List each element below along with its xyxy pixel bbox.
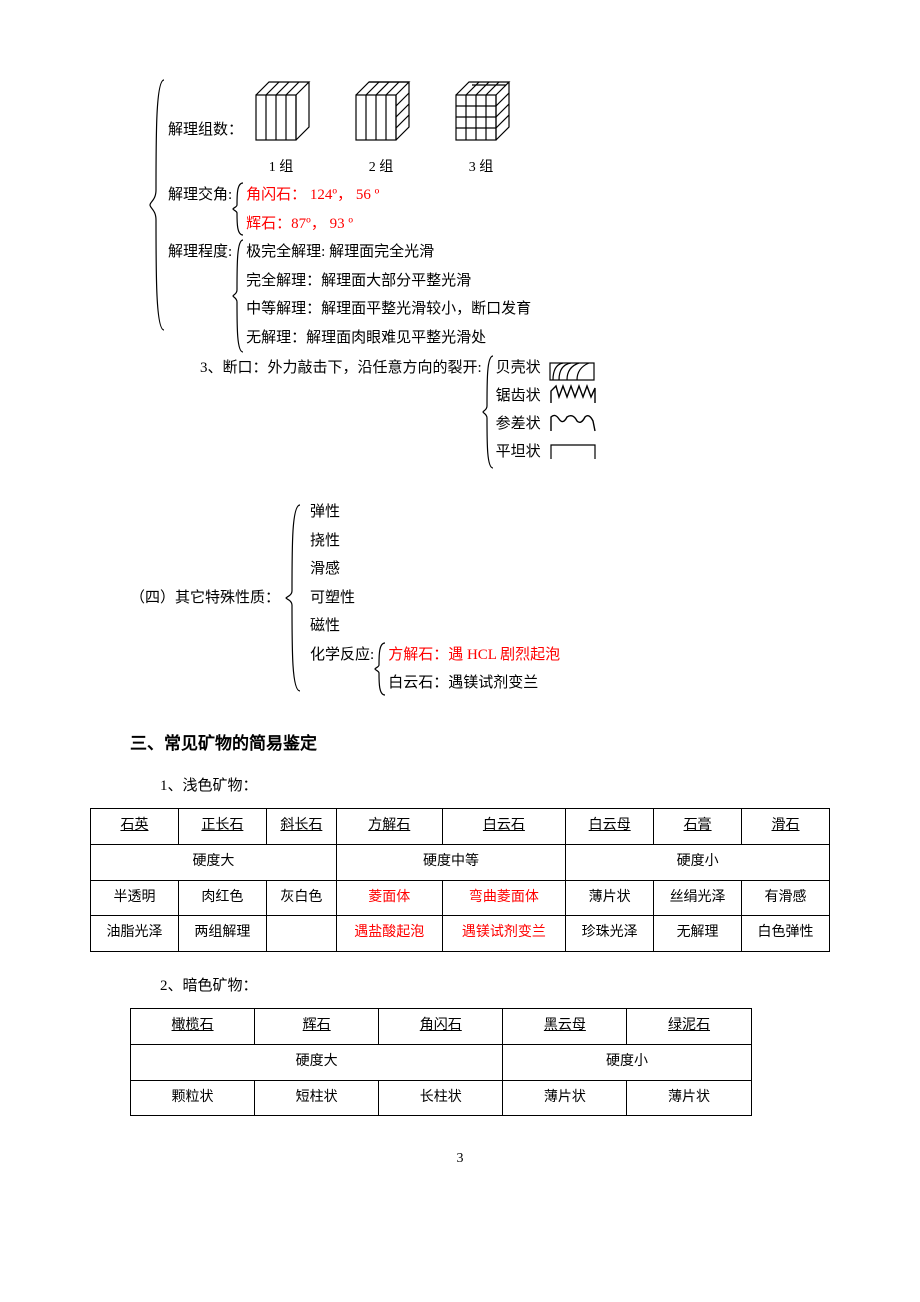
table-header: 滑石 [742, 809, 830, 845]
brace-icon [232, 238, 246, 354]
degree-complete: 完全解理：解理面大部分平整光滑 [246, 267, 531, 296]
brace-icon [232, 181, 246, 237]
section3-title: 三、常见矿物的简易鉴定 [130, 728, 830, 760]
cube-2: 2 组 [351, 80, 411, 181]
prop-slippery: 滑感 [310, 555, 560, 584]
brace-icon [286, 503, 304, 693]
degree-none: 无解理：解理面肉眼难见平整光滑处 [246, 324, 531, 353]
table-row: 油脂光泽 两组解理 遇盐酸起泡 遇镁试剂变兰 珍珠光泽 无解理 白色弹性 [91, 916, 830, 952]
light-minerals-table: 石英 正长石 斜长石 方解石 白云石 白云母 石膏 滑石 硬度大 硬度中等 硬度… [90, 808, 830, 951]
serrated-icon [549, 383, 599, 409]
cleavage-degree-label: 解理程度: [168, 238, 232, 267]
chem-label: 化学反应: [310, 641, 374, 670]
angle-hornblende: 角闪石： 124º， 56 º [246, 181, 379, 210]
light-minerals-label: 1、浅色矿物： [160, 772, 830, 801]
table-header: 黑云母 [503, 1009, 627, 1045]
cube-row: 1 组 2 组 [251, 80, 511, 181]
page-number: 3 [90, 1146, 830, 1173]
table-header: 石英 [91, 809, 179, 845]
hardness-cell: 硬度小 [566, 845, 830, 881]
table-row: 颗粒状 短柱状 长柱状 薄片状 薄片状 [131, 1080, 752, 1116]
table-header: 方解石 [336, 809, 442, 845]
fracture-uneven: 参差状 [496, 410, 541, 439]
degree-perfect: 极完全解理: 解理面完全光滑 [246, 238, 531, 267]
fracture-block: 3、断口：外力敲击下，沿任意方向的裂开: 贝壳状 锯齿状 参差状 平坦状 [200, 354, 830, 470]
table-header: 正长石 [178, 809, 266, 845]
prop-magnetic: 磁性 [310, 612, 560, 641]
cleavage-block: 解理组数： 1 组 [150, 80, 830, 354]
table-header: 白云石 [442, 809, 566, 845]
table-header: 斜长石 [266, 809, 336, 845]
table-header: 白云母 [566, 809, 654, 845]
prop-plastic: 可塑性 [310, 584, 560, 613]
cube-1: 1 组 [251, 80, 311, 181]
hardness-cell: 硬度大 [91, 845, 337, 881]
cube-3: 3 组 [451, 80, 511, 181]
fracture-conchoidal: 贝壳状 [496, 354, 541, 383]
conchoidal-icon [549, 355, 599, 381]
cleavage-angle-label: 解理交角: [168, 181, 232, 210]
brace-icon [150, 80, 168, 330]
angle-pyroxene: 辉石：87º， 93 º [246, 210, 379, 239]
fracture-even: 平坦状 [496, 438, 541, 467]
table-header: 绿泥石 [627, 1009, 751, 1045]
even-icon [549, 439, 599, 465]
table-header: 角闪石 [379, 1009, 503, 1045]
hardness-cell: 硬度中等 [336, 845, 565, 881]
brace-icon [374, 641, 388, 697]
special-label: （四）其它特殊性质： [130, 584, 280, 613]
prop-flex: 挠性 [310, 527, 560, 556]
uneven-icon [549, 411, 599, 437]
hardness-cell: 硬度小 [503, 1044, 751, 1080]
table-header: 石膏 [654, 809, 742, 845]
brace-icon [482, 354, 496, 470]
special-block: （四）其它特殊性质： 弹性 挠性 滑感 可塑性 磁性 化学反应: 方解石：遇 H… [130, 498, 830, 698]
chem-dolomite: 白云石：遇镁试剂变兰 [388, 669, 560, 698]
table-header: 橄榄石 [131, 1009, 255, 1045]
degree-medium: 中等解理：解理面平整光滑较小，断口发育 [246, 295, 531, 324]
dark-minerals-table: 橄榄石 辉石 角闪石 黑云母 绿泥石 硬度大 硬度小 颗粒状 短柱状 长柱状 薄… [130, 1008, 752, 1116]
hardness-cell: 硬度大 [131, 1044, 503, 1080]
fracture-serrated: 锯齿状 [496, 382, 541, 411]
cleavage-groups-label: 解理组数： [168, 116, 243, 145]
prop-elastic: 弹性 [310, 498, 560, 527]
table-header: 辉石 [255, 1009, 379, 1045]
chem-calcite: 方解石：遇 HCL 剧烈起泡 [388, 641, 560, 670]
dark-minerals-label: 2、暗色矿物： [160, 972, 830, 1001]
fracture-label: 3、断口：外力敲击下，沿任意方向的裂开: [200, 354, 482, 383]
table-row: 半透明 肉红色 灰白色 菱面体 弯曲菱面体 薄片状 丝绢光泽 有滑感 [91, 880, 830, 916]
